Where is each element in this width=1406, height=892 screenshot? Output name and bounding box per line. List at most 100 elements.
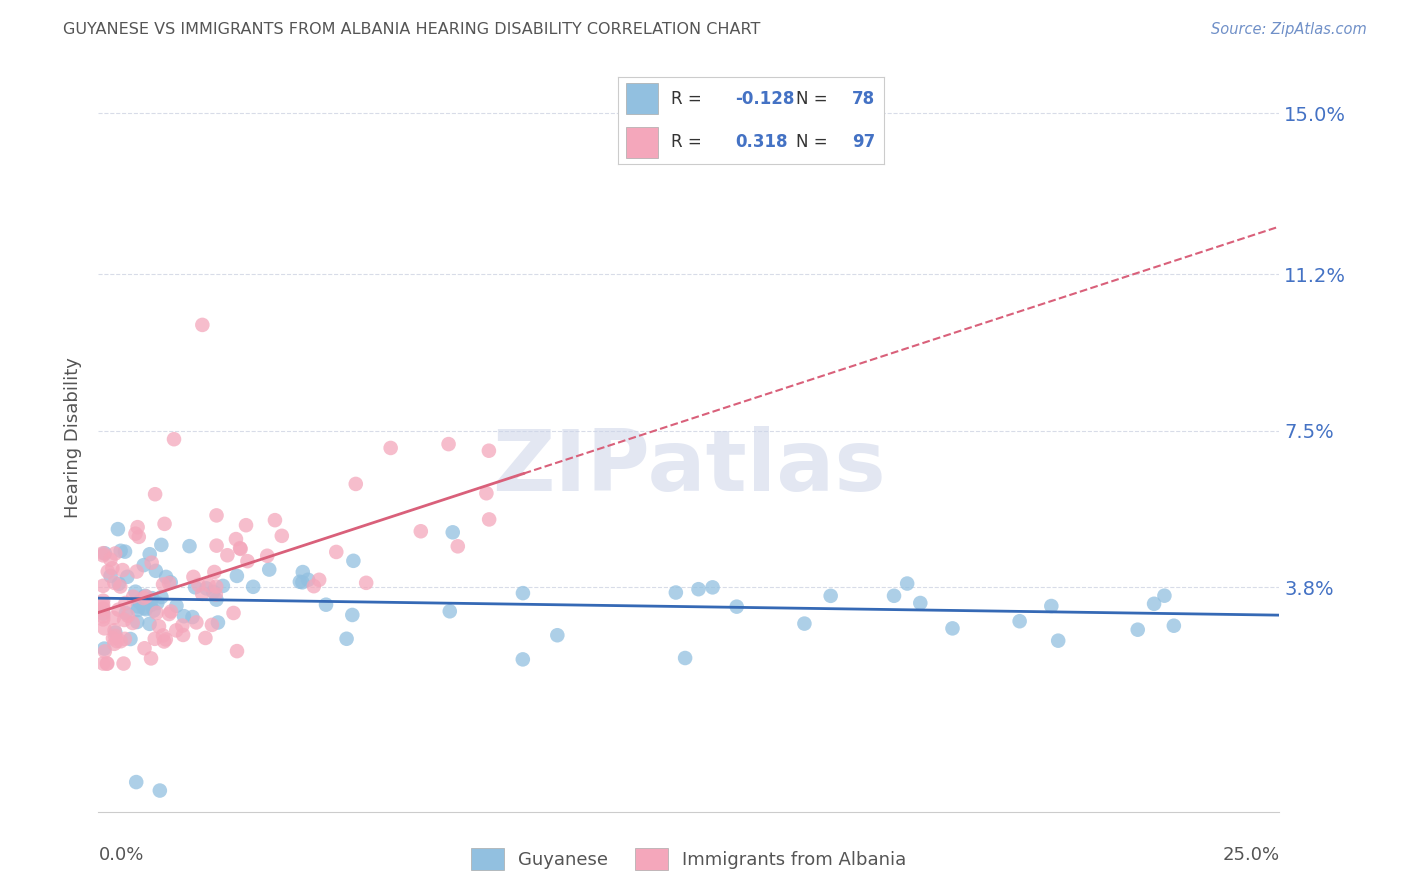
Point bbox=[124, 584, 146, 599]
Point bbox=[354, 575, 377, 590]
Point bbox=[91, 598, 114, 612]
Point bbox=[103, 637, 125, 651]
Point bbox=[91, 612, 114, 626]
Point bbox=[725, 599, 748, 614]
Point bbox=[104, 625, 127, 640]
Point bbox=[125, 775, 148, 789]
Point bbox=[225, 532, 247, 546]
Point bbox=[105, 634, 128, 648]
Point bbox=[155, 632, 177, 647]
Point bbox=[157, 607, 180, 621]
Point bbox=[702, 580, 724, 594]
Point bbox=[512, 652, 534, 666]
Point bbox=[138, 547, 160, 561]
Point bbox=[172, 618, 194, 632]
Point bbox=[225, 569, 247, 583]
Point bbox=[512, 586, 534, 600]
Point bbox=[172, 628, 194, 642]
Point bbox=[437, 437, 460, 451]
Point bbox=[673, 651, 696, 665]
Point bbox=[186, 615, 208, 630]
Text: 25.0%: 25.0% bbox=[1222, 846, 1279, 863]
Point bbox=[1047, 633, 1070, 648]
Point bbox=[202, 565, 225, 579]
Point bbox=[1126, 623, 1149, 637]
Point bbox=[134, 641, 156, 656]
Point bbox=[104, 547, 127, 561]
Point bbox=[139, 651, 162, 665]
Point bbox=[148, 619, 170, 633]
Point bbox=[325, 545, 347, 559]
Point bbox=[205, 539, 228, 553]
Point bbox=[159, 575, 181, 590]
Point bbox=[665, 585, 688, 599]
Point bbox=[195, 582, 218, 596]
Point bbox=[478, 512, 501, 526]
Point bbox=[132, 558, 155, 573]
Point bbox=[155, 570, 177, 584]
Point bbox=[229, 541, 252, 556]
Text: GUYANESE VS IMMIGRANTS FROM ALBANIA HEARING DISABILITY CORRELATION CHART: GUYANESE VS IMMIGRANTS FROM ALBANIA HEAR… bbox=[63, 22, 761, 37]
Point bbox=[201, 618, 224, 632]
Point bbox=[242, 580, 264, 594]
Point bbox=[100, 552, 122, 566]
Point bbox=[91, 602, 114, 616]
Point bbox=[135, 590, 157, 604]
Point bbox=[344, 477, 367, 491]
Point bbox=[380, 441, 402, 455]
Point bbox=[336, 632, 359, 646]
Point bbox=[91, 657, 114, 671]
Point bbox=[128, 530, 150, 544]
Point bbox=[115, 606, 138, 620]
Point bbox=[138, 616, 160, 631]
Point bbox=[475, 486, 498, 500]
Point bbox=[288, 574, 311, 589]
Point bbox=[93, 621, 115, 635]
Point bbox=[205, 592, 228, 607]
Point bbox=[217, 548, 239, 562]
Text: ZIPatlas: ZIPatlas bbox=[492, 425, 886, 508]
Point bbox=[142, 603, 165, 617]
Point bbox=[194, 631, 217, 645]
Point bbox=[157, 576, 180, 591]
Text: 0.0%: 0.0% bbox=[98, 846, 143, 863]
Point bbox=[183, 570, 205, 584]
Point bbox=[107, 522, 129, 536]
Point bbox=[236, 554, 259, 568]
Point bbox=[114, 544, 136, 558]
Point bbox=[222, 606, 245, 620]
Point bbox=[256, 549, 278, 563]
Point bbox=[1040, 599, 1063, 613]
Point bbox=[153, 634, 176, 648]
Point bbox=[257, 563, 280, 577]
Point bbox=[91, 579, 114, 593]
Point bbox=[315, 598, 337, 612]
Point bbox=[127, 615, 149, 629]
Point bbox=[270, 529, 292, 543]
Point bbox=[883, 589, 905, 603]
Point bbox=[202, 585, 225, 599]
Point bbox=[96, 657, 118, 671]
Point bbox=[264, 513, 287, 527]
Point bbox=[107, 602, 129, 616]
Point bbox=[146, 596, 169, 610]
Point bbox=[160, 605, 183, 619]
Point bbox=[204, 587, 226, 601]
Point bbox=[141, 591, 163, 606]
Point bbox=[342, 554, 364, 568]
Point bbox=[132, 591, 155, 605]
Point bbox=[125, 565, 148, 579]
Point bbox=[291, 575, 314, 590]
Point bbox=[93, 641, 115, 656]
Point bbox=[111, 563, 134, 577]
Legend: Guyanese, Immigrants from Albania: Guyanese, Immigrants from Albania bbox=[471, 848, 907, 870]
Point bbox=[127, 599, 149, 614]
Point bbox=[101, 631, 124, 645]
Point bbox=[197, 578, 219, 592]
Point bbox=[297, 573, 319, 587]
Point bbox=[127, 603, 149, 617]
Point bbox=[94, 644, 117, 658]
Point bbox=[143, 632, 166, 646]
Point bbox=[910, 596, 932, 610]
Point bbox=[135, 602, 157, 616]
